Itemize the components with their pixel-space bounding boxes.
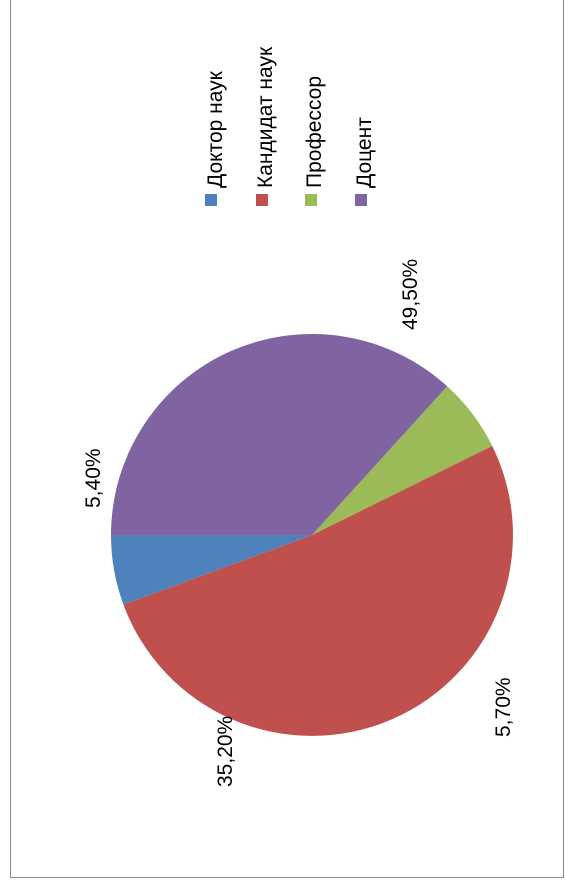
pie-slices bbox=[111, 334, 513, 736]
chart-legend: Доктор наук Кандидат наук Профессор Доце… bbox=[204, 46, 376, 206]
legend-label-docent: Доцент bbox=[353, 117, 376, 188]
legend-swatch-doctor bbox=[205, 194, 217, 206]
legend-label-doctor: Доктор наук bbox=[204, 70, 227, 188]
pie-slice-candidate bbox=[123, 445, 513, 736]
data-label-professor: 5,70% bbox=[492, 677, 515, 737]
pie-slice-doctor bbox=[111, 535, 312, 605]
legend-swatch-docent bbox=[355, 194, 367, 206]
data-label-docent: 35,20% bbox=[214, 716, 237, 787]
legend-swatch-professor bbox=[305, 194, 317, 206]
pie-slice-professor bbox=[312, 386, 493, 535]
data-label-candidate: 49,50% bbox=[399, 259, 422, 330]
pie-slice-docent bbox=[111, 334, 448, 535]
pie-data-labels: 5,40% 49,50% 5,70% 35,20% bbox=[82, 259, 515, 787]
legend-swatch-candidate bbox=[256, 194, 268, 206]
legend-label-candidate: Кандидат наук bbox=[254, 46, 277, 188]
legend-label-professor: Профессор bbox=[303, 76, 326, 188]
data-label-doctor: 5,40% bbox=[82, 448, 105, 508]
